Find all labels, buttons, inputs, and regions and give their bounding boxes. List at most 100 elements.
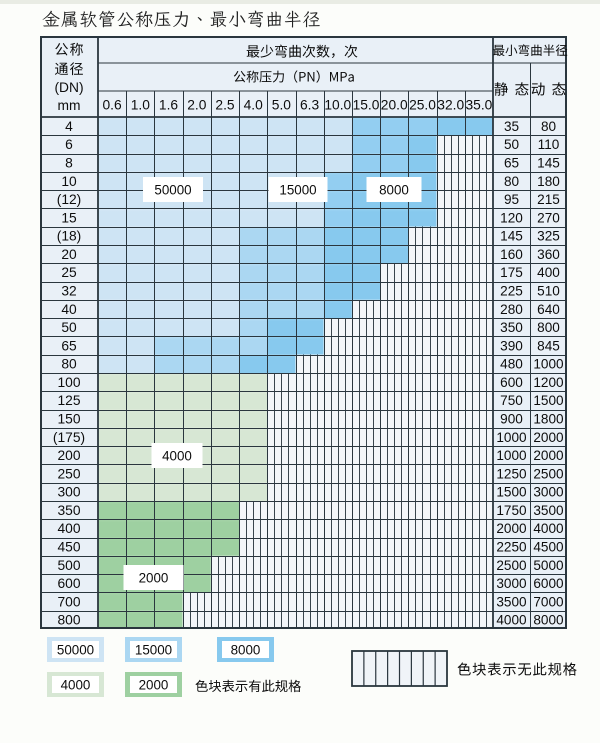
svg-text:1.0: 1.0 <box>131 98 151 113</box>
svg-text:3500: 3500 <box>533 503 564 518</box>
svg-text:100: 100 <box>57 375 80 390</box>
svg-text:(DN): (DN) <box>54 80 83 95</box>
svg-text:325: 325 <box>537 229 560 244</box>
svg-text:50: 50 <box>504 137 520 152</box>
svg-text:2000: 2000 <box>496 521 527 536</box>
svg-text:4000: 4000 <box>496 613 527 628</box>
svg-text:8: 8 <box>65 156 73 171</box>
svg-text:15000: 15000 <box>279 182 316 197</box>
svg-text:360: 360 <box>537 247 560 262</box>
svg-text:2500: 2500 <box>496 558 527 573</box>
svg-text:6000: 6000 <box>533 576 564 591</box>
svg-text:900: 900 <box>500 412 523 427</box>
svg-text:32: 32 <box>61 284 76 299</box>
svg-text:15.0: 15.0 <box>353 98 380 113</box>
svg-text:2000: 2000 <box>139 677 169 692</box>
svg-text:180: 180 <box>537 174 560 189</box>
svg-text:1800: 1800 <box>533 412 564 427</box>
svg-text:5000: 5000 <box>533 558 564 573</box>
svg-text:4000: 4000 <box>61 677 91 692</box>
svg-text:215: 215 <box>537 192 560 207</box>
svg-text:95: 95 <box>504 192 519 207</box>
svg-text:400: 400 <box>57 521 80 536</box>
svg-text:4500: 4500 <box>533 540 564 555</box>
svg-text:2000: 2000 <box>533 430 564 445</box>
svg-text:15: 15 <box>61 210 77 225</box>
svg-text:35.0: 35.0 <box>465 98 492 113</box>
svg-text:20.0: 20.0 <box>381 98 408 113</box>
svg-text:(18): (18) <box>57 229 82 244</box>
svg-text:4000: 4000 <box>162 448 192 463</box>
svg-text:2.0: 2.0 <box>187 98 207 113</box>
svg-text:175: 175 <box>500 265 523 280</box>
svg-text:6.3: 6.3 <box>300 98 320 113</box>
svg-text:160: 160 <box>500 247 523 262</box>
svg-text:50000: 50000 <box>154 182 191 197</box>
svg-text:225: 225 <box>500 284 523 299</box>
svg-text:65: 65 <box>504 156 519 171</box>
svg-text:1500: 1500 <box>496 485 527 500</box>
svg-text:(12): (12) <box>57 192 82 207</box>
svg-text:6: 6 <box>65 137 73 152</box>
svg-text:600: 600 <box>57 576 80 591</box>
svg-text:390: 390 <box>500 338 523 353</box>
svg-text:450: 450 <box>57 540 80 555</box>
svg-text:2250: 2250 <box>496 540 527 555</box>
svg-text:25: 25 <box>61 265 77 280</box>
svg-text:1000: 1000 <box>496 448 527 463</box>
svg-text:0.6: 0.6 <box>103 98 123 113</box>
svg-text:80: 80 <box>61 357 77 372</box>
svg-text:640: 640 <box>537 302 560 317</box>
svg-text:1000: 1000 <box>533 357 564 372</box>
svg-text:80: 80 <box>504 174 520 189</box>
svg-text:110: 110 <box>538 137 560 152</box>
svg-text:10.0: 10.0 <box>324 98 351 113</box>
svg-text:2.5: 2.5 <box>215 98 235 113</box>
svg-text:1000: 1000 <box>496 430 527 445</box>
svg-text:40: 40 <box>61 302 77 317</box>
svg-text:1250: 1250 <box>496 466 527 481</box>
svg-text:3500: 3500 <box>496 594 527 609</box>
svg-text:350: 350 <box>57 503 80 518</box>
svg-text:20: 20 <box>61 247 77 262</box>
svg-text:2000: 2000 <box>533 448 564 463</box>
svg-text:600: 600 <box>500 375 523 390</box>
svg-text:1.6: 1.6 <box>159 98 179 113</box>
svg-text:280: 280 <box>500 302 523 317</box>
svg-text:700: 700 <box>57 594 80 609</box>
svg-text:400: 400 <box>537 265 560 280</box>
svg-text:800: 800 <box>537 320 560 335</box>
svg-text:8000: 8000 <box>231 642 261 657</box>
svg-text:350: 350 <box>500 320 523 335</box>
svg-text:3000: 3000 <box>533 485 564 500</box>
svg-text:480: 480 <box>500 357 523 372</box>
svg-text:1200: 1200 <box>533 375 564 390</box>
svg-text:750: 750 <box>500 393 523 408</box>
svg-text:4.0: 4.0 <box>244 98 264 113</box>
svg-text:32.0: 32.0 <box>437 98 464 113</box>
svg-text:1500: 1500 <box>533 393 564 408</box>
svg-text:50000: 50000 <box>57 642 94 657</box>
svg-text:15000: 15000 <box>135 642 172 657</box>
svg-text:125: 125 <box>57 393 80 408</box>
svg-text:145: 145 <box>500 229 523 244</box>
svg-text:7000: 7000 <box>533 594 564 609</box>
svg-text:150: 150 <box>57 412 80 427</box>
svg-text:2000: 2000 <box>139 570 169 585</box>
svg-text:845: 845 <box>537 338 560 353</box>
svg-text:8000: 8000 <box>533 613 564 628</box>
svg-text:3000: 3000 <box>496 576 527 591</box>
svg-text:mm: mm <box>58 98 81 113</box>
svg-text:50: 50 <box>61 320 77 335</box>
svg-text:25.0: 25.0 <box>409 98 436 113</box>
svg-text:2500: 2500 <box>533 466 564 481</box>
svg-text:5.0: 5.0 <box>272 98 292 113</box>
svg-text:(175): (175) <box>53 430 85 445</box>
svg-text:250: 250 <box>57 466 80 481</box>
svg-text:4: 4 <box>65 119 73 134</box>
svg-text:80: 80 <box>541 119 557 134</box>
svg-text:200: 200 <box>57 448 80 463</box>
svg-text:145: 145 <box>537 156 560 171</box>
svg-text:510: 510 <box>537 284 560 299</box>
svg-text:120: 120 <box>500 210 523 225</box>
